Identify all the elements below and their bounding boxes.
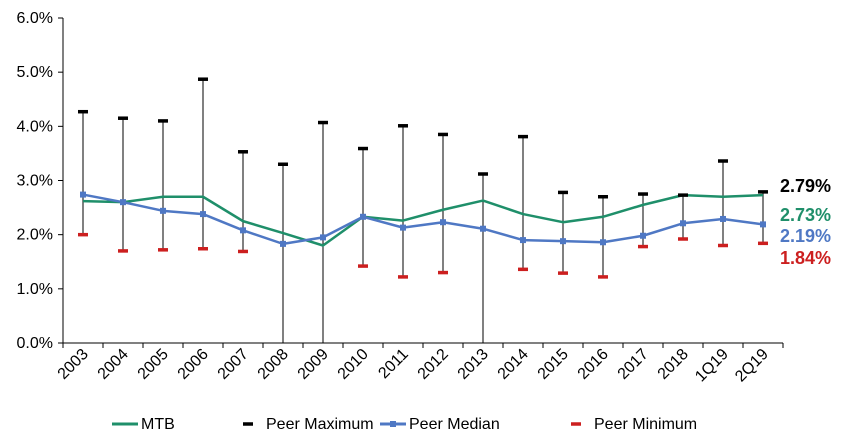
peer-median-point bbox=[480, 225, 486, 232]
peer-median-point bbox=[520, 237, 526, 244]
peer-median-line bbox=[82, 193, 764, 246]
x-tick-label: 2008 bbox=[255, 346, 292, 383]
peer-median-point bbox=[760, 221, 766, 228]
x-tick-label: 2005 bbox=[135, 346, 172, 383]
peer-median-point bbox=[400, 224, 406, 231]
legend-peer-minimum-label: Peer Minimum bbox=[594, 416, 697, 433]
x-tick-label: 2016 bbox=[575, 346, 612, 383]
x-tick-label: 2012 bbox=[415, 346, 452, 383]
peer-median-point bbox=[600, 239, 606, 246]
legend-peer-median-label: Peer Median bbox=[409, 416, 500, 433]
peer-median-point bbox=[120, 199, 126, 206]
y-tick-label: 0.0% bbox=[17, 335, 53, 352]
peer-median-point bbox=[360, 213, 366, 220]
x-tick-label: 2007 bbox=[215, 346, 252, 383]
end-value-label: 1.84% bbox=[780, 248, 831, 268]
x-tick-label: 2014 bbox=[495, 346, 532, 383]
x-tick-label: 2004 bbox=[95, 346, 132, 383]
y-tick-label: 5.0% bbox=[17, 64, 53, 81]
mtb-line bbox=[82, 193, 764, 247]
y-tick-label: 6.0% bbox=[17, 10, 53, 27]
peer-median-point bbox=[240, 227, 246, 234]
x-tick-label: 2Q19 bbox=[732, 346, 772, 386]
series-layer bbox=[78, 77, 768, 279]
end-labels: 2.79% 2.73%2.19%1.84% bbox=[780, 176, 831, 268]
x-axis-labels: 2003 2004 2005 2006 2007 2008 2009 2010 2011 2012… bbox=[55, 346, 772, 386]
end-value-label: 2.73% bbox=[780, 205, 831, 225]
x-tick-label: 2009 bbox=[295, 346, 332, 383]
y-tick-label: 2.0% bbox=[17, 227, 53, 244]
y-axis-labels: 0.0% 1.0% 2.0% 3.0% 4.0% 5.0% 6.0% bbox=[17, 10, 53, 352]
legend-peer-median-marker bbox=[390, 421, 396, 427]
peer-median-point bbox=[560, 238, 566, 245]
peer-median-point bbox=[160, 207, 166, 214]
x-tick-label: 2011 bbox=[375, 346, 411, 382]
peer-median-point bbox=[680, 220, 686, 227]
peer-range-lines bbox=[82, 79, 764, 343]
x-tick-label: 2010 bbox=[335, 346, 372, 383]
x-tick-label: 2003 bbox=[55, 346, 92, 383]
legend-peer-maximum-label: Peer Maximum bbox=[266, 416, 374, 433]
x-tick-label: 1Q19 bbox=[692, 346, 732, 386]
y-tick-label: 4.0% bbox=[17, 118, 53, 135]
peer-median-point bbox=[200, 211, 206, 218]
x-tick-label: 2015 bbox=[535, 346, 572, 383]
y-tick-label: 1.0% bbox=[17, 281, 53, 298]
end-value-label: 2.19% bbox=[780, 226, 831, 246]
axes bbox=[58, 17, 784, 348]
peer-median-point bbox=[640, 232, 646, 239]
x-tick-label: 2018 bbox=[655, 346, 692, 383]
legend-mtb-label: MTB bbox=[141, 416, 175, 433]
peer-median-point bbox=[80, 191, 86, 198]
end-value-label: 2.79% bbox=[780, 176, 831, 196]
x-tick-label: 2013 bbox=[455, 346, 492, 383]
y-tick-label: 3.0% bbox=[17, 173, 53, 190]
legend: MTB Peer Maximum Peer Median Peer Minimum bbox=[112, 416, 697, 433]
peer-median-point bbox=[440, 219, 446, 226]
peer-median-point bbox=[280, 240, 286, 247]
x-tick-label: 2017 bbox=[615, 346, 652, 383]
peer-median-point bbox=[320, 234, 326, 241]
peer-median-point bbox=[720, 215, 726, 222]
x-tick-label: 2006 bbox=[175, 346, 212, 383]
